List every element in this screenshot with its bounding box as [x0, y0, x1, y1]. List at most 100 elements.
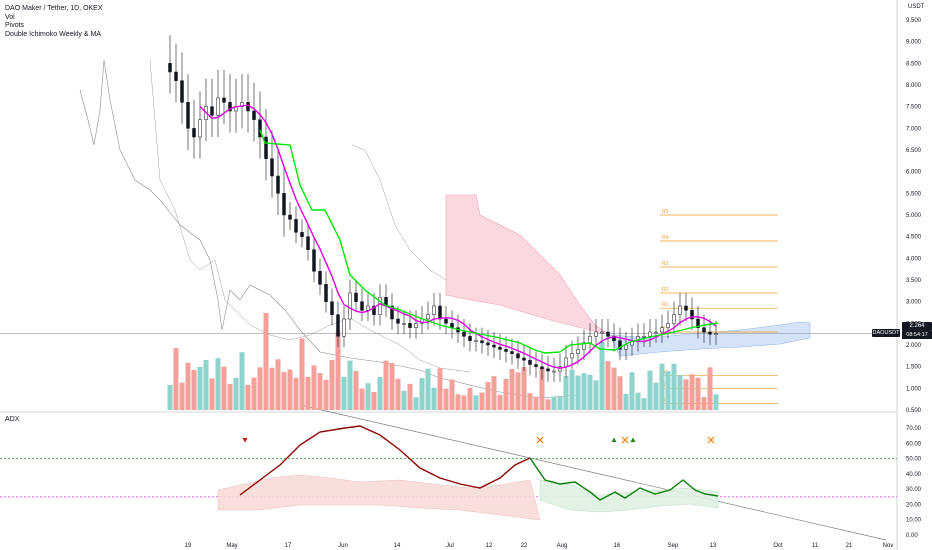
candle-body: [258, 119, 262, 138]
volume-bar: [335, 331, 341, 410]
candle-body: [540, 366, 544, 370]
candle-body: [300, 232, 304, 237]
pivot-label-r3: R3: [662, 261, 669, 267]
chikou-span-line: [79, 59, 581, 399]
candle-body: [318, 271, 322, 285]
volume-bar: [659, 363, 665, 410]
time-tick-label: 19: [185, 543, 192, 549]
candle-body: [666, 323, 670, 328]
price-tick-label: 3.500: [906, 278, 922, 284]
volume-bar: [563, 376, 569, 410]
volume-bar: [185, 362, 191, 410]
volume-bar: [359, 388, 365, 410]
volume-bar: [665, 371, 671, 410]
volume-bar: [599, 341, 605, 410]
legend-volume[interactable]: Vol: [5, 13, 15, 21]
candle-body: [228, 102, 232, 112]
time-tick-label: 22: [521, 543, 528, 549]
volume-bar: [485, 382, 491, 410]
volume-bar: [635, 392, 641, 410]
volume-bar: [227, 383, 233, 410]
candle-body: [336, 314, 340, 337]
volume-bar: [215, 358, 221, 410]
volume-bar: [275, 359, 281, 410]
currency-label[interactable]: USDT: [908, 4, 925, 10]
volume-bar: [611, 367, 617, 410]
kijun-line: [259, 129, 719, 354]
time-tick-label: 16: [614, 543, 621, 549]
price-tick-label: 5.000: [906, 213, 922, 219]
candle-body: [192, 128, 196, 138]
volume-bar: [695, 377, 701, 410]
symbol-tag: DAOUSDT: [872, 329, 900, 337]
candle-body: [516, 353, 520, 359]
candle-body: [372, 305, 376, 315]
candle-body: [624, 344, 628, 350]
candle-body: [522, 357, 526, 361]
volume-bar: [389, 363, 395, 410]
volume-bar: [281, 372, 287, 410]
volume-bar: [677, 375, 683, 410]
adx-tick-label: 40.00: [906, 472, 922, 478]
candle-body: [708, 331, 712, 335]
price-tick-label: 9.000: [906, 40, 922, 46]
candle-body: [414, 323, 418, 328]
volume-bar: [305, 376, 311, 410]
candle-body: [702, 327, 706, 333]
candle-body: [222, 97, 226, 103]
volume-bar: [371, 391, 377, 410]
candle-body: [468, 336, 472, 341]
volume-bar: [437, 368, 443, 410]
pivot-label-s3: S3: [662, 398, 668, 404]
pivot-label-r5: R5: [662, 209, 669, 215]
candle-body: [498, 346, 502, 350]
pivot-label-r4: R4: [662, 235, 669, 241]
candle-body: [570, 353, 574, 359]
chart-legend: DAO Maker / Tether, 1D, OKEX Vol Pivots …: [5, 5, 103, 39]
candle-body: [534, 364, 538, 367]
candle-body: [474, 340, 478, 342]
volume-bar: [707, 367, 713, 410]
candle-body: [390, 305, 394, 320]
candle-body: [432, 305, 436, 315]
candle-body: [618, 340, 622, 350]
volume-bar: [515, 372, 521, 410]
adx-tick-label: 70.00: [906, 426, 922, 432]
volume-bar: [467, 387, 473, 410]
volume-bar: [521, 366, 527, 410]
volume-bar: [653, 382, 659, 410]
current-price-tag: 2.264: [902, 322, 932, 331]
legend-pivots[interactable]: Pivots: [5, 22, 25, 29]
candle-body: [288, 214, 292, 220]
legend-ichimoku[interactable]: Double Ichimoko Weekly & MA: [5, 30, 101, 38]
candle-body: [648, 331, 652, 337]
time-tick-label: 21: [846, 543, 853, 549]
volume-bar: [173, 348, 179, 410]
volume-bar: [251, 377, 257, 410]
candle-body: [660, 327, 664, 333]
kumo-edge-line: [351, 144, 447, 281]
price-tick-label: 1.000: [906, 386, 922, 392]
adx-pane-title: ADX: [5, 416, 20, 423]
candle-body: [492, 344, 496, 348]
volume-bar: [455, 394, 461, 410]
candle-body: [378, 297, 382, 315]
volume-bar: [683, 379, 689, 410]
time-tick-label: Aug: [557, 543, 568, 549]
countdown-tag: 08:54:17: [902, 331, 932, 339]
volume-bar: [197, 366, 203, 410]
adx-tick-label: 60.00: [906, 441, 922, 447]
volume-bar: [479, 392, 485, 410]
volume-bar: [179, 382, 185, 410]
volume-bar: [461, 395, 467, 410]
time-tick-label: 11: [812, 543, 819, 549]
candle-body: [402, 323, 406, 325]
time-tick-label: Oct: [773, 543, 783, 549]
volume-bar: [401, 390, 407, 410]
candle-body: [504, 349, 508, 352]
candle-body: [252, 110, 256, 120]
volume-bar: [407, 383, 413, 410]
adx-tick-label: 10.00: [906, 518, 922, 524]
volume-bar: [647, 370, 653, 410]
